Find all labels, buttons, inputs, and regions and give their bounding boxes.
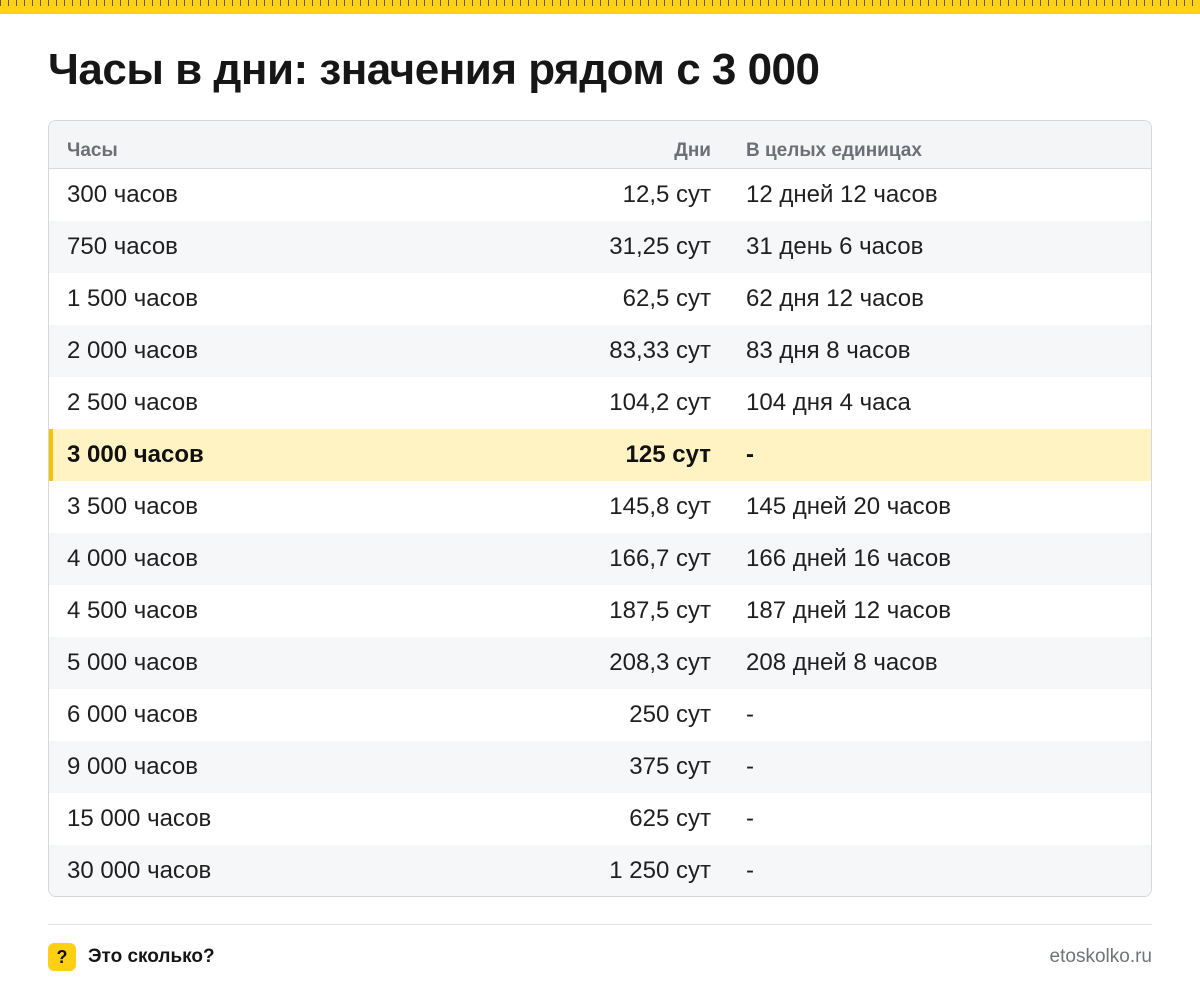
whole-units-cell: 187 дней 12 часов [746, 597, 951, 624]
hours-cell: 6 000 часов [67, 701, 198, 728]
whole-units-cell: - [746, 753, 754, 780]
hours-cell: 15 000 часов [67, 805, 212, 832]
table-row-highlighted: 3 000 часов 125 сут - [49, 429, 1151, 481]
footer-divider [48, 924, 1152, 925]
table-row: 300 часов 12,5 сут 12 дней 12 часов [49, 169, 1151, 221]
days-cell: 1 250 сут [609, 857, 711, 884]
days-cell: 625 сут [629, 805, 711, 832]
table-row: 9 000 часов 375 сут - [49, 741, 1151, 793]
brand-name: Это сколько? [88, 946, 215, 967]
whole-units-cell: 166 дней 16 часов [746, 545, 951, 572]
days-cell: 31,25 сут [609, 233, 711, 260]
days-cell: 83,33 сут [609, 337, 711, 364]
days-cell: 187,5 сут [609, 597, 711, 624]
days-cell: 166,7 сут [609, 545, 711, 572]
hours-cell: 1 500 часов [67, 285, 198, 312]
hours-cell: 4 500 часов [67, 597, 198, 624]
whole-units-cell: 208 дней 8 часов [746, 649, 938, 676]
whole-units-cell: 12 дней 12 часов [746, 181, 938, 208]
whole-units-cell: 62 дня 12 часов [746, 285, 924, 312]
whole-units-cell: - [746, 441, 754, 468]
table-row: 4 000 часов 166,7 сут 166 дней 16 часов [49, 533, 1151, 585]
hours-cell: 3 000 часов [67, 441, 204, 468]
hours-cell: 2 500 часов [67, 389, 198, 416]
table-header-row: Часы Дни В целых единицах [49, 121, 1151, 169]
whole-units-cell: 104 дня 4 часа [746, 389, 911, 416]
whole-units-cell: - [746, 857, 754, 884]
table-row: 30 000 часов 1 250 сут - [49, 845, 1151, 896]
site-url[interactable]: etoskolko.ru [1049, 946, 1152, 967]
hours-cell: 9 000 часов [67, 753, 198, 780]
highlight-marker [49, 429, 53, 481]
days-cell: 250 сут [629, 701, 711, 728]
conversion-table: Часы Дни В целых единицах 300 часов 12,5 … [48, 120, 1152, 897]
header-hours: Часы [67, 140, 118, 161]
hours-cell: 30 000 часов [67, 857, 212, 884]
whole-units-cell: 145 дней 20 часов [746, 493, 951, 520]
table-row: 2 000 часов 83,33 сут 83 дня 8 часов [49, 325, 1151, 377]
ruler-strip [0, 0, 1200, 14]
table-row: 6 000 часов 250 сут - [49, 689, 1151, 741]
days-cell: 145,8 сут [609, 493, 711, 520]
table-row: 4 500 часов 187,5 сут 187 дней 12 часов [49, 585, 1151, 637]
hours-cell: 5 000 часов [67, 649, 198, 676]
hours-cell: 300 часов [67, 181, 178, 208]
table-row: 15 000 часов 625 сут - [49, 793, 1151, 845]
days-cell: 104,2 сут [609, 389, 711, 416]
question-mark-logo-icon: ? [48, 943, 76, 971]
hours-cell: 4 000 часов [67, 545, 198, 572]
header-whole-units: В целых единицах [746, 140, 922, 161]
table-row: 2 500 часов 104,2 сут 104 дня 4 часа [49, 377, 1151, 429]
whole-units-cell: - [746, 701, 754, 728]
days-cell: 62,5 сут [622, 285, 711, 312]
page-title: Часы в дни: значения рядом с 3 000 [48, 45, 820, 94]
whole-units-cell: 31 день 6 часов [746, 233, 924, 260]
hours-cell: 750 часов [67, 233, 178, 260]
days-cell: 125 сут [625, 441, 711, 468]
whole-units-cell: 83 дня 8 часов [746, 337, 911, 364]
table-row: 5 000 часов 208,3 сут 208 дней 8 часов [49, 637, 1151, 689]
table-row: 750 часов 31,25 сут 31 день 6 часов [49, 221, 1151, 273]
hours-cell: 3 500 часов [67, 493, 198, 520]
whole-units-cell: - [746, 805, 754, 832]
table-row: 1 500 часов 62,5 сут 62 дня 12 часов [49, 273, 1151, 325]
table-row: 3 500 часов 145,8 сут 145 дней 20 часов [49, 481, 1151, 533]
header-days: Дни [674, 140, 711, 161]
hours-cell: 2 000 часов [67, 337, 198, 364]
days-cell: 12,5 сут [622, 181, 711, 208]
days-cell: 375 сут [629, 753, 711, 780]
days-cell: 208,3 сут [609, 649, 711, 676]
